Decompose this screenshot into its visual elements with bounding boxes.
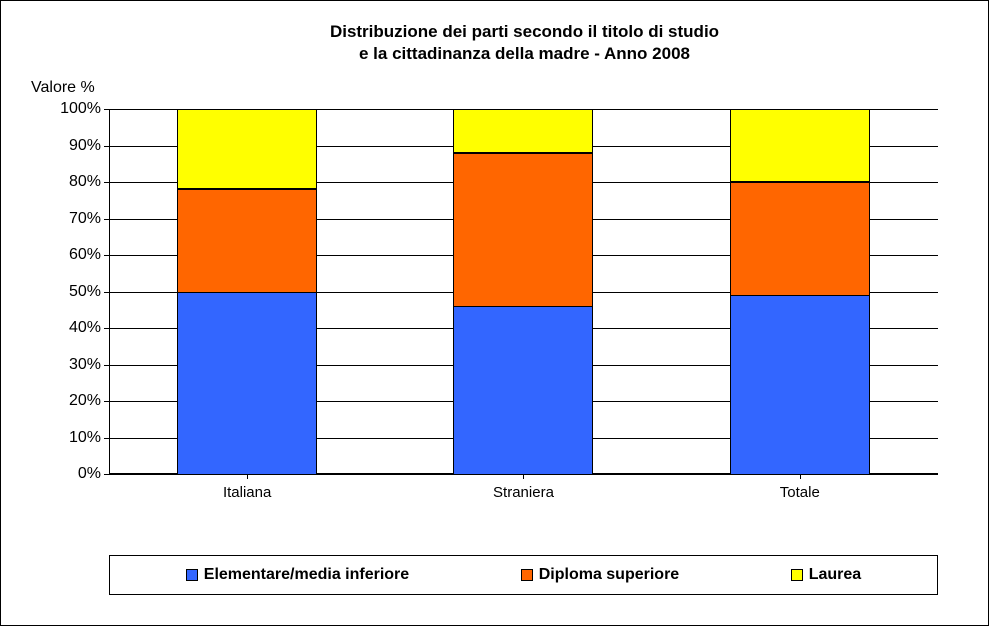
plot-area: 0%10%20%30%40%50%60%70%80%90%100% xyxy=(109,109,938,474)
legend-label: Laurea xyxy=(809,566,861,584)
x-axis-label: Totale xyxy=(730,484,870,501)
legend-item: Laurea xyxy=(791,566,861,584)
legend-swatch xyxy=(791,569,803,581)
x-tick-mark xyxy=(800,474,801,479)
bar-segment xyxy=(177,189,317,291)
bar-segment xyxy=(730,109,870,182)
legend-label: Elementare/media inferiore xyxy=(204,566,409,584)
bar-column xyxy=(177,109,317,474)
y-tick-label: 100% xyxy=(53,100,101,118)
bar-segment xyxy=(177,109,317,189)
stacked-bar xyxy=(453,109,593,474)
y-tick-label: 20% xyxy=(53,392,101,410)
bar-column xyxy=(730,109,870,474)
x-tick-mark xyxy=(523,474,524,479)
stacked-bar xyxy=(730,109,870,474)
legend-swatch xyxy=(521,569,533,581)
bar-segment xyxy=(453,109,593,153)
x-axis-label: Straniera xyxy=(453,484,593,501)
y-axis-title: Valore % xyxy=(31,79,95,97)
legend: Elementare/media inferiore Diploma superi… xyxy=(109,555,938,595)
chart-container: Distribuzione dei parti secondo il titol… xyxy=(1,1,988,625)
stacked-bar xyxy=(177,109,317,474)
legend-swatch xyxy=(186,569,198,581)
x-axis-label: Italiana xyxy=(177,484,317,501)
y-tick-label: 80% xyxy=(53,173,101,191)
bar-segment xyxy=(453,153,593,306)
x-tick-mark xyxy=(247,474,248,479)
bar-segment xyxy=(730,182,870,295)
y-tick-label: 70% xyxy=(53,210,101,228)
y-tick-label: 30% xyxy=(53,356,101,374)
bar-segment xyxy=(730,295,870,474)
y-tick-mark xyxy=(104,474,109,475)
bar-column xyxy=(453,109,593,474)
y-tick-label: 60% xyxy=(53,246,101,264)
y-tick-label: 10% xyxy=(53,429,101,447)
y-tick-label: 40% xyxy=(53,319,101,337)
y-tick-label: 90% xyxy=(53,137,101,155)
legend-item: Elementare/media inferiore xyxy=(186,566,409,584)
chart-title: Distribuzione dei parti secondo il titol… xyxy=(91,21,958,65)
x-axis-labels: Italiana Straniera Totale xyxy=(109,484,938,501)
legend-item: Diploma superiore xyxy=(521,566,679,584)
y-tick-label: 50% xyxy=(53,283,101,301)
bar-segment xyxy=(177,292,317,475)
chart-title-line2: e la cittadinanza della madre - Anno 200… xyxy=(359,44,690,63)
y-tick-label: 0% xyxy=(53,465,101,483)
bars-row xyxy=(109,109,938,474)
legend-label: Diploma superiore xyxy=(539,566,679,584)
bar-segment xyxy=(453,306,593,474)
chart-title-line1: Distribuzione dei parti secondo il titol… xyxy=(330,22,719,41)
